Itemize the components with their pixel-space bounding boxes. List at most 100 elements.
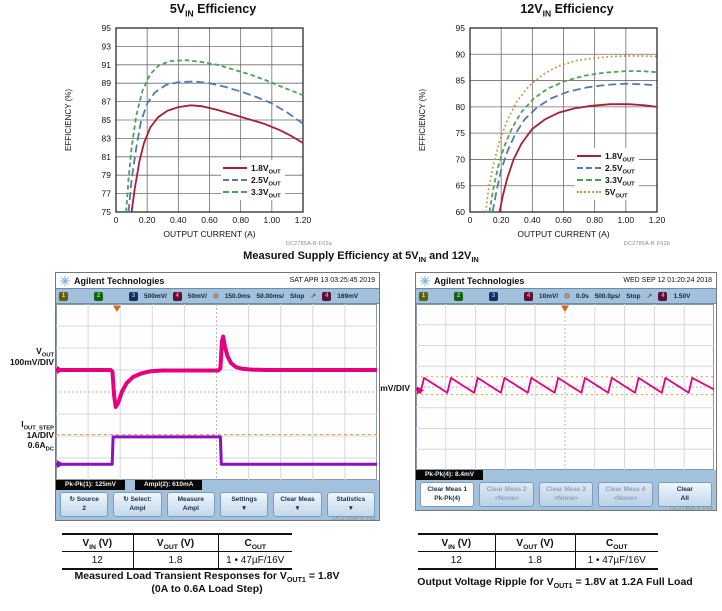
scope-toolbar: 1 2 3 500mV/4 50mV/ ⊙ 150.0ms 50.00ms/Stop ↗ 4 169…: [56, 288, 379, 304]
svg-text:1.00: 1.00: [264, 215, 281, 225]
table-row: 12 1.8 1 • 47µF/16V: [62, 551, 292, 570]
legend-line-sample: [577, 191, 601, 193]
measurement-readout: Pk-Pk(1): 125mV: [56, 480, 125, 490]
svg-text:75: 75: [456, 128, 466, 138]
svg-text:85: 85: [102, 115, 112, 125]
svg-text:0: 0: [468, 215, 473, 225]
svg-text:75: 75: [102, 207, 112, 217]
ground-marker: [57, 460, 64, 469]
svg-text:79: 79: [102, 170, 112, 180]
svg-text:0.20: 0.20: [139, 215, 156, 225]
table-head: VIN (V) VOUT (V) COUT: [418, 533, 658, 552]
vout-trace-label: VOUT 100mV/DIV: [10, 346, 54, 367]
legend-label: 1.8VOUT: [251, 163, 281, 176]
softkey-label: ▼: [347, 505, 355, 512]
softkey-label: Statistics: [336, 496, 366, 503]
legend-line-sample: [223, 179, 247, 181]
svg-text:0.60: 0.60: [201, 215, 218, 225]
oscilloscope-screenshot-load-transient: Agilent Technologies SAT APR 13 03:25:45…: [55, 272, 380, 521]
svg-text:83: 83: [102, 133, 112, 143]
series-2.5VOUT: [491, 82, 658, 213]
column-header: VIN (V): [62, 533, 133, 552]
softkey-label: ▼: [240, 505, 248, 512]
channel-badge: 4: [322, 291, 332, 301]
trigger-marker: [112, 305, 121, 312]
vout-transient-trace: [56, 334, 377, 409]
ripple-caption: Output Voltage Ripple for VOUT1 = 1.8V a…: [417, 576, 693, 591]
ripple-trace-label: 10mV/DIV: [370, 383, 410, 393]
softkey-button: Clear Meas ▼: [273, 492, 322, 517]
svg-text:77: 77: [102, 189, 112, 199]
scope-measurement-bar: Pk-Pk(1): 125mV Ampl(2): 610mA: [56, 480, 379, 490]
ground-marker: [57, 366, 64, 374]
ripple-trace: [416, 377, 714, 394]
legend-label: 5VOUT: [605, 187, 628, 200]
legend-item: 3.3VOUT: [577, 174, 635, 188]
scope-softkey-bar: Clear Meas 1 Pk-Pk(4) Clear Meas 2 <None> Cl…: [416, 480, 716, 510]
channel-badge: 3: [489, 291, 498, 301]
softkey-button: Clear Meas 4 <None>: [598, 482, 653, 507]
table-cell: 12: [62, 551, 133, 570]
svg-text:81: 81: [102, 152, 112, 162]
toolbar-value: 169mV: [337, 292, 359, 300]
toolbar-value: 500mV/: [144, 292, 167, 300]
softkey-label: Clear Meas 2: [486, 486, 527, 493]
svg-text:1.20: 1.20: [295, 215, 312, 225]
toolbar-value: 0.0s: [576, 292, 589, 300]
svg-text:0.80: 0.80: [232, 215, 249, 225]
scope-header: Agilent Technologies SAT APR 13 03:25:45…: [56, 273, 379, 288]
svg-text:0: 0: [114, 215, 119, 225]
channel-badge: 1: [419, 291, 428, 301]
table-body: 12 1.8 1 • 47µF/16V: [62, 551, 292, 570]
legend-item: 2.5VOUT: [223, 174, 281, 188]
figure-id: DC2785A-B F04: [670, 506, 713, 512]
toolbar-value: 500.0µs/: [594, 292, 621, 300]
figure-id: DC2785A-B F03: [333, 516, 376, 522]
chart-legend: 1.8VOUT 2.5VOUT 3.3VOUT 5VOUT: [575, 148, 639, 200]
svg-text:1.00: 1.00: [618, 215, 635, 225]
legend-label: 2.5VOUT: [605, 163, 635, 176]
channel-badge: 4: [658, 291, 668, 301]
efficiency-chart-12vin: 12VIN Efficiency 0 0.20 0.40 0.60 0.80 1.00 1.…: [412, 0, 722, 255]
softkey-label: All: [680, 495, 689, 502]
softkey-button: Clear Meas 1 Pk-Pk(4): [420, 482, 475, 507]
softkey-button: Clear Meas 3 <None>: [538, 482, 594, 507]
svg-text:0.80: 0.80: [586, 215, 603, 225]
softkey-label: ▼: [294, 505, 301, 512]
svg-text:70: 70: [456, 154, 466, 164]
column-header: VIN (V): [418, 533, 495, 552]
svg-text:OUTPUT CURRENT (A): OUTPUT CURRENT (A): [517, 229, 609, 239]
svg-text:0.20: 0.20: [493, 215, 510, 225]
softkey-label: Clear Meas 3: [546, 486, 586, 493]
delay-icon: ⊙: [564, 293, 571, 300]
scope-timestamp: WED SEP 12 01:20:24 2018: [623, 277, 712, 284]
column-header: VOUT (V): [494, 533, 575, 552]
trigger-edge-icon: ↗: [310, 293, 317, 300]
table-row: 12 1.8 1 • 47µF/16V: [418, 551, 658, 570]
toolbar-value: 50.00ms/: [256, 292, 284, 300]
softkey-label: <None>: [494, 495, 519, 502]
legend-label: 2.5VOUT: [251, 175, 281, 188]
delay-icon: ⊙: [212, 293, 219, 300]
softkey-label: Ampl: [129, 505, 146, 512]
legend-line-sample: [577, 179, 601, 181]
softkey-label: Clear Meas: [280, 496, 315, 503]
softkey-button: Statistics ▼: [326, 492, 375, 517]
series-1.8VOUT: [498, 103, 658, 213]
channel-badge: 1: [59, 291, 68, 301]
conditions-table-transient: VIN (V) VOUT (V) COUT 12 1.8 1 • 47µF/16V: [62, 533, 292, 570]
channel-badge: 3: [129, 291, 138, 301]
table-header-row: VIN (V) VOUT (V) COUT: [418, 533, 658, 552]
legend-label: 1.8VOUT: [605, 151, 635, 164]
table-header-row: VIN (V) VOUT (V) COUT: [62, 533, 292, 552]
table-cell: 12: [418, 551, 495, 570]
legend-line-sample: [577, 167, 601, 169]
channel-badge: 2: [454, 291, 463, 301]
svg-text:EFFICIENCY (%): EFFICIENCY (%): [418, 89, 427, 151]
svg-text:0.40: 0.40: [170, 215, 187, 225]
softkey-button: Clear Meas 2 <None>: [479, 482, 534, 507]
chart-plot-5vin: 0 0.20 0.40 0.60 0.80 1.00 1.20 75 77 79 81 83 85 87 8…: [64, 23, 312, 239]
channel-badge: 2: [94, 291, 103, 301]
column-header: COUT: [574, 533, 658, 552]
svg-text:60: 60: [456, 207, 466, 217]
